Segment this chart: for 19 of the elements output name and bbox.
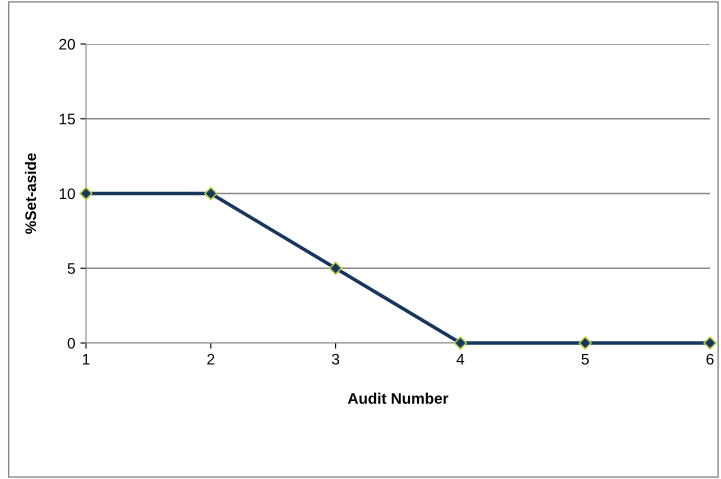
x-tick-label: 3: [332, 354, 340, 365]
x-tick-label: 1: [82, 354, 90, 364]
y-tick-label: 15: [60, 114, 75, 124]
x-tick-label: 2: [207, 354, 214, 364]
point: [454, 336, 467, 350]
point: [329, 262, 342, 275]
x-axis-title: Audit Number: [348, 392, 448, 404]
y-tick-label: 10: [60, 188, 75, 200]
x-tick-label: 4: [456, 354, 464, 364]
point: [204, 186, 218, 200]
x-tick-label: 6: [706, 354, 714, 365]
y-tick-label: 5: [68, 263, 75, 274]
x-tick-label: 5: [582, 354, 589, 365]
point: [703, 336, 717, 350]
point: [79, 186, 93, 200]
y-tick-label: 20: [59, 38, 75, 50]
y-tick-label: 0: [68, 338, 75, 349]
point: [578, 336, 592, 350]
y-axis-title: %Set-aside: [24, 153, 36, 234]
